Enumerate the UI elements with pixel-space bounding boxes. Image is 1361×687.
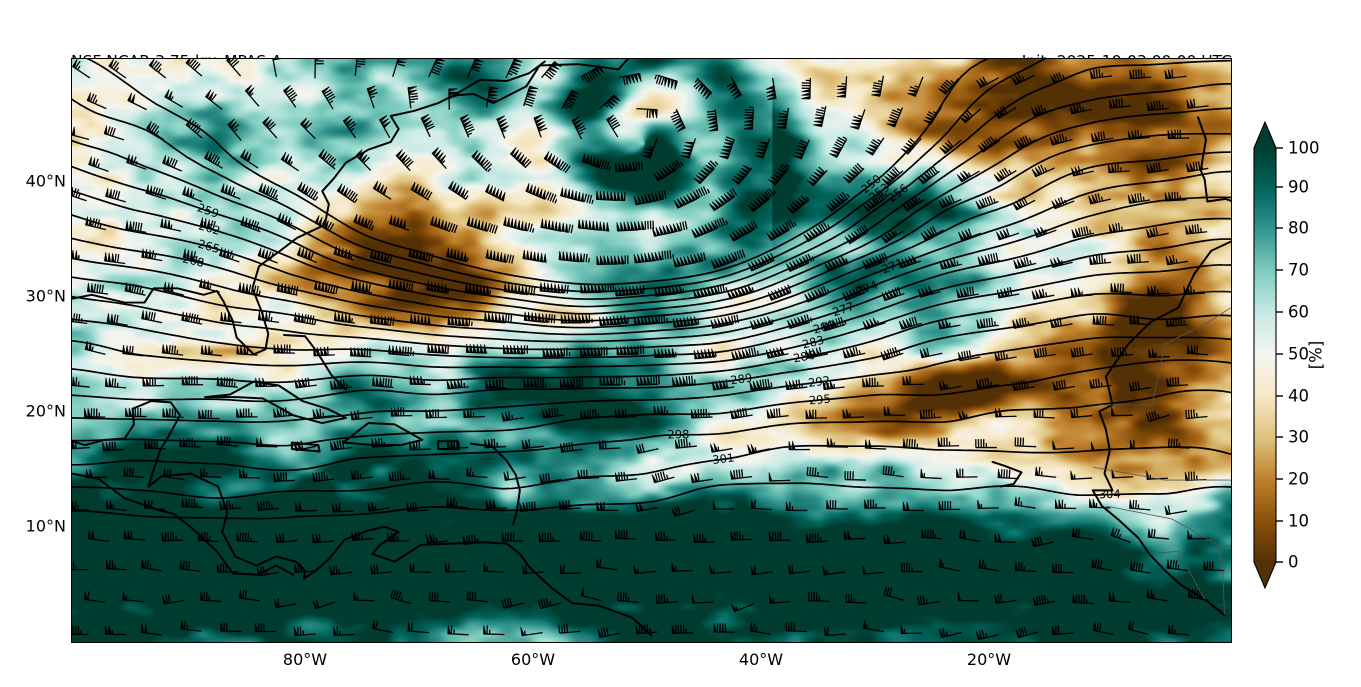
coastline-path: [290, 441, 321, 453]
svg-text:304: 304: [1099, 487, 1121, 502]
colorbar-gradient: [1253, 120, 1283, 590]
coastline-path: [991, 460, 1023, 488]
coastline-path: [437, 440, 461, 450]
wind-barbs: [72, 59, 1225, 641]
colorbar-tick-label: 100: [1288, 138, 1320, 158]
coastline-path: [342, 422, 424, 447]
colorbar[interactable]: [1253, 120, 1283, 590]
coastline-path: [470, 442, 521, 526]
border-path: [1204, 291, 1231, 293]
border-path: [1105, 505, 1225, 571]
weather-map: 2502532562592622652682712742772802832862…: [72, 59, 1231, 642]
lon-tick-label: 40°W: [738, 650, 784, 669]
border-path: [1217, 544, 1225, 615]
coastline-path: [302, 525, 653, 637]
lat-tick-label: 10°N: [25, 516, 66, 536]
svg-text:301: 301: [712, 450, 735, 467]
colorbar-tick-label: 20: [1288, 469, 1309, 489]
colorbar-tick-label: 40: [1288, 386, 1309, 406]
colorbar-unit-label: [%]: [1306, 340, 1326, 370]
svg-text:289: 289: [729, 370, 753, 387]
svg-text:259: 259: [195, 200, 220, 220]
lat-tick-label: 30°N: [25, 286, 66, 306]
colorbar-tick-label: 0: [1288, 552, 1299, 572]
svg-text:298: 298: [667, 427, 689, 441]
svg-text:265: 265: [196, 237, 221, 257]
svg-text:283: 283: [801, 333, 826, 352]
colorbar-tick-label: 90: [1288, 177, 1309, 197]
lat-tick-label: 20°N: [25, 401, 66, 421]
colorbar-tick-label: 70: [1288, 260, 1309, 280]
colorbar-tick-label: 80: [1288, 218, 1309, 238]
border-path: [1164, 307, 1231, 345]
coastlines: [72, 59, 1231, 637]
colorbar-tick-label: 30: [1288, 427, 1309, 447]
lat-tick-label: 40°N: [25, 171, 66, 191]
lon-tick-label: 60°W: [510, 650, 556, 669]
lon-tick-label: 80°W: [282, 650, 328, 669]
coastline-path: [204, 380, 347, 425]
border-path: [1149, 550, 1205, 600]
border-path: [1092, 466, 1231, 481]
svg-text:295: 295: [808, 392, 831, 408]
country-borders: [1092, 291, 1231, 615]
coastline-path: [72, 400, 307, 580]
coastline-path: [72, 59, 629, 356]
lon-tick-label: 20°W: [966, 650, 1012, 669]
colorbar-tick-label: 10: [1288, 511, 1309, 531]
colorbar-tick-label: 60: [1288, 302, 1309, 322]
geopotential-height-contours: [72, 59, 1231, 520]
coastline-path: [1197, 116, 1231, 203]
relative-humidity-shading: [72, 59, 1231, 642]
coastline-path: [283, 333, 347, 391]
svg-text:277: 277: [831, 299, 856, 319]
coastline-path: [1091, 240, 1231, 616]
coastline-path: [452, 60, 546, 97]
colorbar-tick-label: 50: [1288, 344, 1309, 364]
map-plot-area[interactable]: 2502532562592622652682712742772802832862…: [71, 58, 1232, 643]
coastline-path: [72, 472, 295, 576]
